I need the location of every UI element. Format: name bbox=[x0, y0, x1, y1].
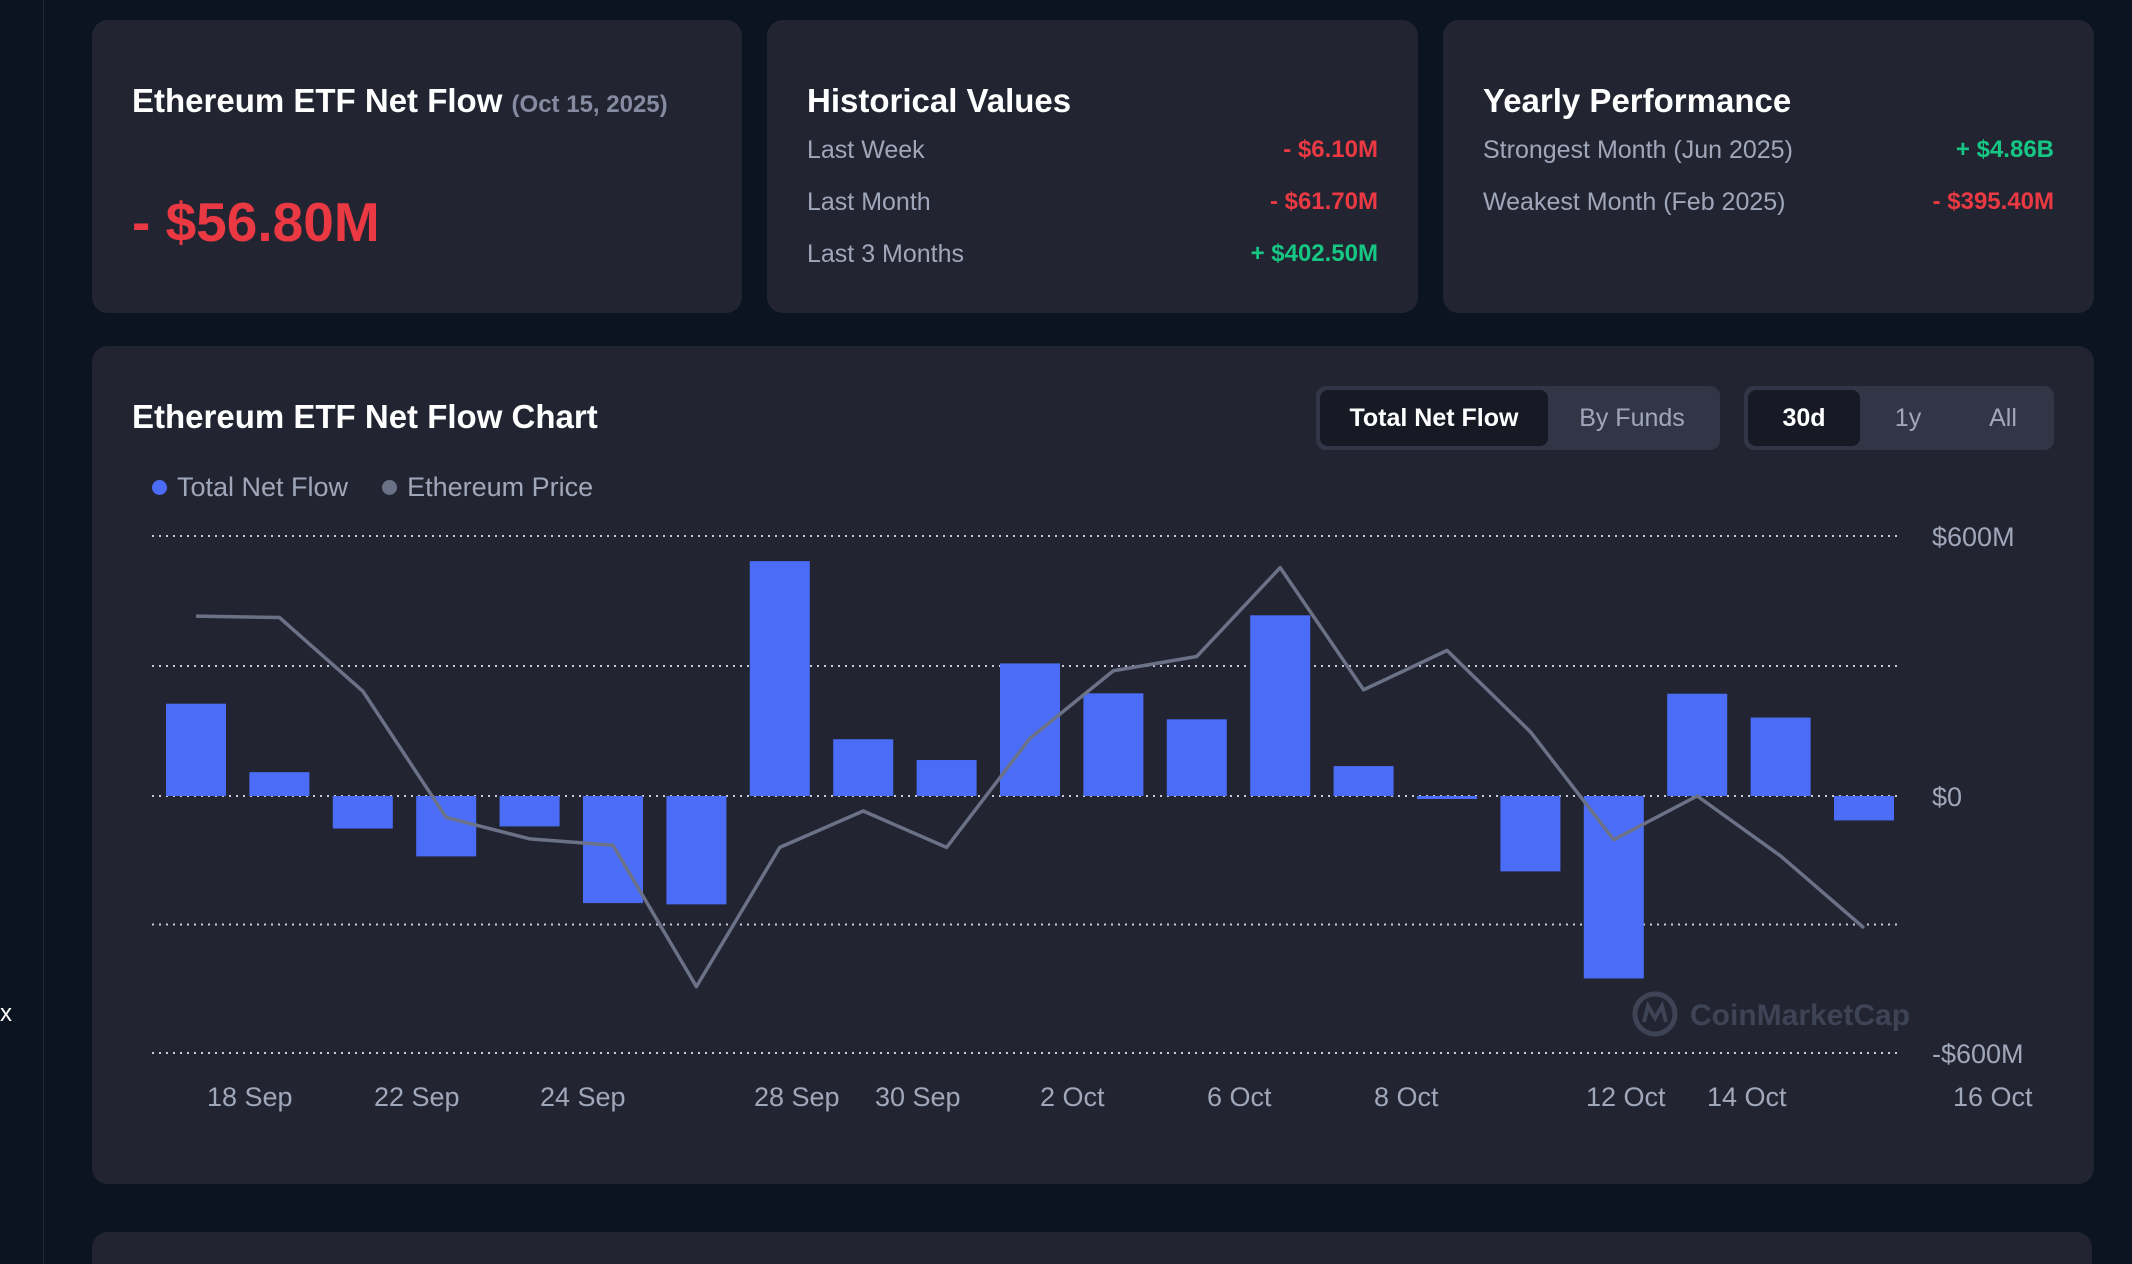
net-flow-bar[interactable] bbox=[1000, 663, 1060, 796]
historical-row-label: Last Month bbox=[807, 187, 931, 216]
tab-1y[interactable]: 1y bbox=[1894, 403, 1922, 432]
x-tick-label: 22 Sep bbox=[374, 1082, 460, 1112]
net-flow-title: Ethereum ETF Net Flow (Oct 15, 2025) bbox=[132, 82, 668, 120]
net-flow-bar[interactable] bbox=[1583, 796, 1644, 979]
yearly-row-period: (Feb 2025) bbox=[1663, 187, 1786, 216]
net-flow-bar[interactable] bbox=[833, 739, 894, 796]
net-flow-bar[interactable] bbox=[332, 796, 393, 829]
x-tick-label: 2 Oct bbox=[1040, 1082, 1105, 1112]
yearly-row-label: Weakest Month (Feb 2025) bbox=[1483, 188, 1785, 217]
rail-glyph[interactable]: x bbox=[0, 1000, 12, 1027]
watermark-text: CoinMarketCap bbox=[1690, 999, 1910, 1032]
x-tick-label: 8 Oct bbox=[1374, 1082, 1439, 1112]
historical-row-value: - $61.70M bbox=[1269, 188, 1378, 215]
yearly-row-label: Strongest Month (Jun 2025) bbox=[1483, 136, 1793, 165]
tab-total-net-flow[interactable]: Total Net Flow bbox=[1320, 390, 1548, 446]
legend-dot-icon bbox=[152, 480, 167, 495]
historical-row-label: Last 3 Months bbox=[807, 239, 965, 268]
net-flow-card: Ethereum ETF Net Flow (Oct 15, 2025) - $… bbox=[92, 20, 742, 313]
view-tabs: Total Net Flow By Funds bbox=[1316, 386, 1720, 450]
ethereum-price-line bbox=[195, 565, 1866, 989]
net-flow-bar[interactable] bbox=[416, 796, 477, 857]
net-flow-date: (Oct 15, 2025) bbox=[511, 91, 668, 118]
historical-title: Historical Values bbox=[807, 82, 1072, 119]
yearly-performance-card: Yearly Performance Strongest Month (Jun … bbox=[1443, 20, 2094, 313]
yearly-row: Strongest Month (Jun 2025) + $4.86B bbox=[1483, 130, 2054, 170]
historical-row-value: + $402.50M bbox=[1250, 240, 1378, 267]
net-flow-bar[interactable] bbox=[1750, 717, 1811, 796]
yearly-title: Yearly Performance bbox=[1483, 82, 1792, 119]
coinmarketcap-logo-icon bbox=[1632, 991, 1678, 1037]
chart-title: Ethereum ETF Net Flow Chart bbox=[132, 398, 598, 435]
bars bbox=[166, 561, 1894, 979]
yearly-row-value: - $395.40M bbox=[1932, 188, 2054, 215]
price-line-layer bbox=[195, 565, 1866, 989]
net-flow-bar[interactable] bbox=[1667, 693, 1728, 796]
net-flow-bar[interactable] bbox=[916, 760, 977, 796]
x-tick-label: 16 Oct bbox=[1953, 1082, 2033, 1112]
net-flow-bar[interactable] bbox=[166, 703, 226, 796]
net-flow-bar[interactable] bbox=[1166, 719, 1227, 796]
net-flow-title-text: Ethereum ETF Net Flow bbox=[132, 82, 503, 119]
x-tick-label: 12 Oct bbox=[1586, 1082, 1666, 1112]
legend-item-total-net-flow[interactable]: Total Net Flow bbox=[152, 472, 348, 503]
chart-legend: Total Net Flow Ethereum Price bbox=[152, 472, 593, 503]
net-flow-bar[interactable] bbox=[583, 796, 643, 904]
x-tick-label: 30 Sep bbox=[875, 1082, 961, 1112]
net-flow-bar[interactable] bbox=[1834, 796, 1894, 821]
x-tick-label: 28 Sep bbox=[754, 1082, 840, 1112]
legend-label: Ethereum Price bbox=[407, 472, 594, 502]
tab-by-funds[interactable]: By Funds bbox=[1579, 403, 1685, 432]
historical-row: Last 3 Months + $402.50M bbox=[807, 234, 1378, 274]
y-tick-label: $600M bbox=[1932, 522, 2015, 552]
coinmarketcap-logo-wave bbox=[1642, 1000, 1668, 1023]
yearly-row-period: (Jun 2025) bbox=[1673, 135, 1793, 164]
historical-row: Last Week - $6.10M bbox=[807, 130, 1378, 170]
x-tick-label: 24 Sep bbox=[540, 1082, 626, 1112]
legend-item-ethereum-price[interactable]: Ethereum Price bbox=[382, 472, 593, 503]
y-axis-ticks: $600M $0 -$600M bbox=[1932, 522, 2024, 1069]
coinmarketcap-watermark: CoinMarketCap bbox=[1632, 991, 1910, 1037]
range-tabs: 30d 1y All bbox=[1744, 386, 2054, 450]
net-flow-bar[interactable] bbox=[666, 796, 727, 905]
chart-card: Ethereum ETF Net Flow Chart Total Net Fl… bbox=[92, 346, 2094, 1184]
net-flow-bar[interactable] bbox=[499, 796, 560, 827]
left-rail: x bbox=[0, 0, 44, 1264]
historical-row: Last Month - $61.70M bbox=[807, 182, 1378, 222]
yearly-row-label-text: Strongest Month bbox=[1483, 135, 1667, 164]
tab-all[interactable]: All bbox=[1989, 403, 2017, 432]
yearly-row: Weakest Month (Feb 2025) - $395.40M bbox=[1483, 182, 2054, 222]
legend-label: Total Net Flow bbox=[177, 472, 349, 502]
net-flow-bar[interactable] bbox=[749, 561, 810, 796]
y-tick-label: $0 bbox=[1932, 782, 1962, 812]
net-flow-bar[interactable] bbox=[1417, 796, 1477, 799]
x-tick-label: 6 Oct bbox=[1207, 1082, 1272, 1112]
net-flow-bar[interactable] bbox=[1250, 615, 1311, 796]
y-tick-label: -$600M bbox=[1932, 1039, 2024, 1069]
x-axis-ticks: 18 Sep 22 Sep 24 Sep 28 Sep 30 Sep 2 Oct 6 Oct… bbox=[207, 1082, 2033, 1112]
net-flow-value: - $56.80M bbox=[132, 191, 380, 253]
yearly-row-label-text: Weakest Month bbox=[1483, 187, 1657, 216]
net-flow-bar[interactable] bbox=[1333, 766, 1394, 796]
yearly-row-value: + $4.86B bbox=[1955, 136, 2054, 163]
net-flow-chart: $600M $0 -$600M 18 Sep 22 Sep 24 Sep 28 Sep 30… bbox=[152, 522, 2033, 1112]
x-tick-label: 18 Sep bbox=[207, 1082, 293, 1112]
historical-values-card: Historical Values Last Week - $6.10M Las… bbox=[767, 20, 1418, 313]
next-card bbox=[92, 1232, 2092, 1264]
historical-row-value: - $6.10M bbox=[1283, 136, 1378, 163]
legend-dot-icon bbox=[382, 480, 398, 495]
net-flow-bar[interactable] bbox=[1083, 693, 1144, 796]
historical-row-label: Last Week bbox=[807, 135, 925, 164]
tab-30d[interactable]: 30d bbox=[1748, 390, 1860, 446]
net-flow-bar[interactable] bbox=[1500, 796, 1561, 872]
x-tick-label: 14 Oct bbox=[1707, 1082, 1787, 1112]
net-flow-bar[interactable] bbox=[249, 772, 310, 796]
